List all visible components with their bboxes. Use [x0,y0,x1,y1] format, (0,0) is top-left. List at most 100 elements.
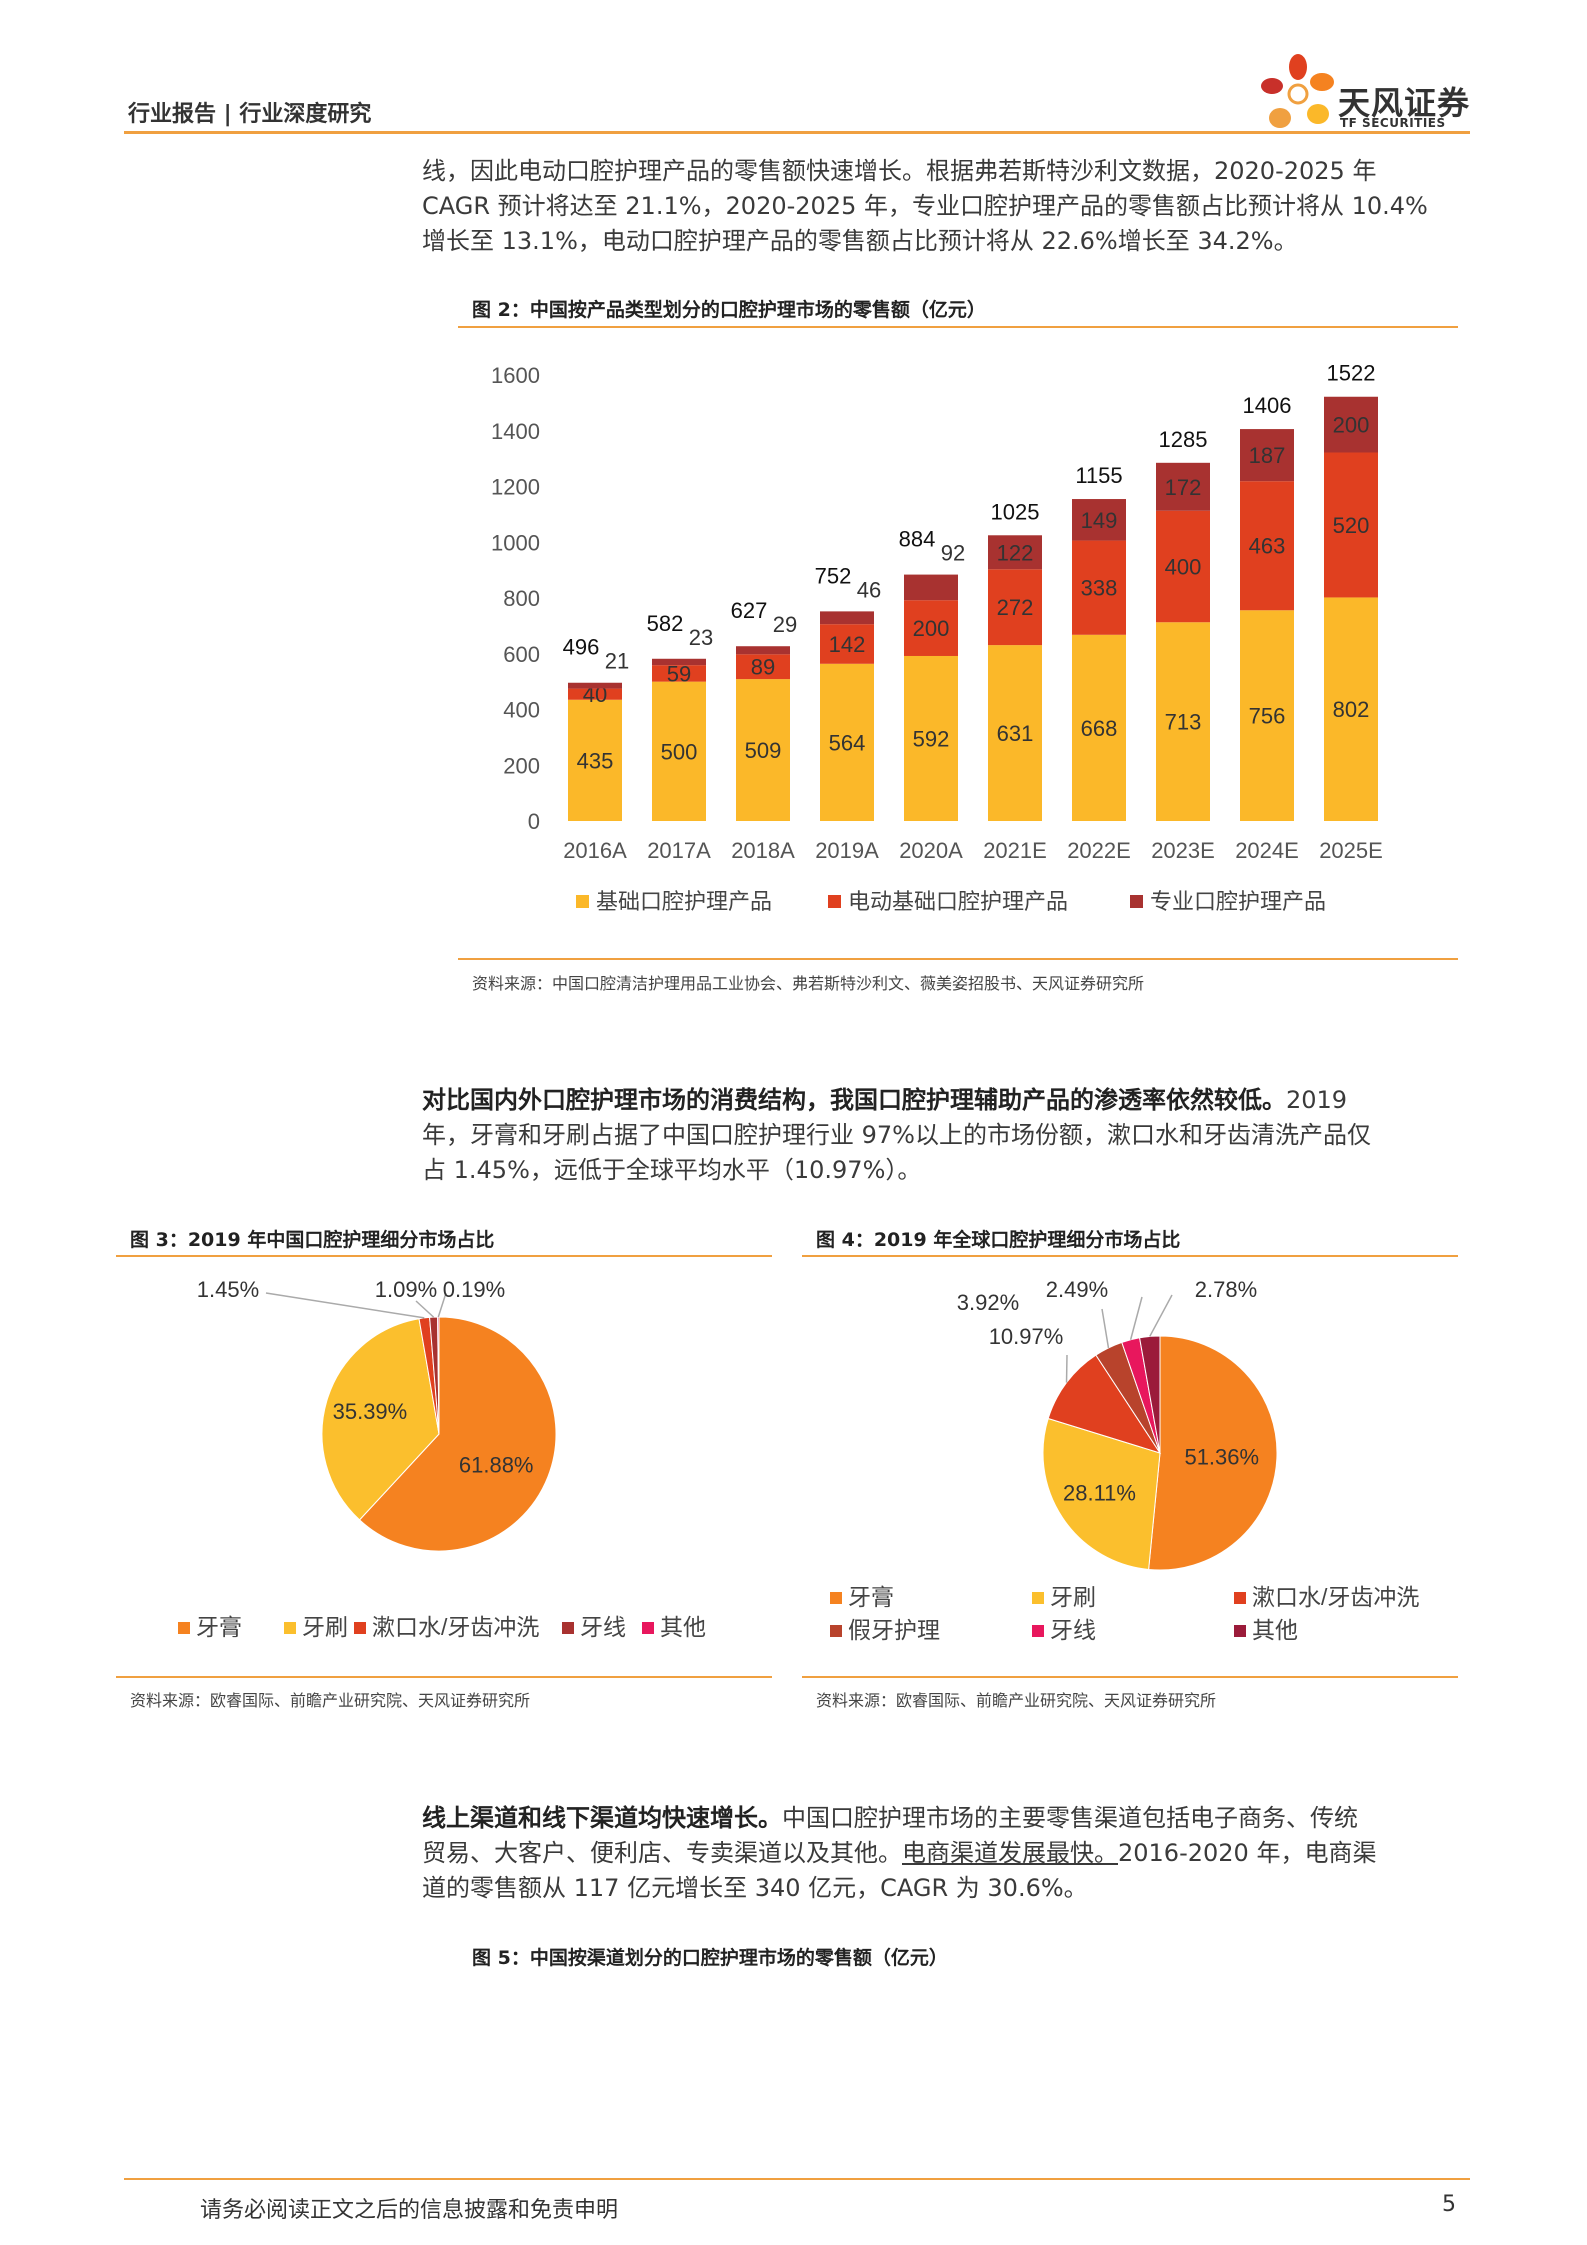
total-label: 1155 [1075,463,1122,488]
data-label: 631 [997,721,1034,746]
x-tick-label: 2023E [1151,838,1215,863]
paragraph-2-line-2: 年，牙膏和牙刷占据了中国口腔护理行业 97%以上的市场份额，漱口水和牙齿清洗产品… [422,1121,1371,1149]
leader-line [265,1292,425,1319]
legend-swatch [562,1622,574,1634]
bar-segment [1156,510,1210,623]
data-label: 23 [689,625,713,650]
figure-4-title: 图 4：2019 年全球口腔护理细分市场占比 [816,1229,1181,1251]
paragraph-3-line-2-b: 2016-2020 年，电商渠 [1118,1839,1377,1867]
data-label: 21 [605,649,629,674]
bar-segment [904,600,958,656]
bar-segment [568,688,622,700]
x-tick-label: 2016A [563,838,627,863]
legend-swatch [642,1622,654,1634]
total-label: 1025 [991,499,1040,524]
legend-entry: 专业口腔护理产品 [1150,889,1326,914]
leader-line [415,1300,435,1318]
figure-3-title: 图 3：2019 年中国口腔护理细分市场占比 [130,1229,495,1251]
data-label: 46 [857,577,881,602]
legend-entry: 牙线 [1050,1617,1096,1643]
leader-line [437,1292,447,1318]
data-label: 520 [1333,513,1370,538]
bar-segment [652,681,706,821]
bar-segment [652,658,706,666]
pie-slice [1148,1335,1278,1571]
pie-value-label: 28.11% [1063,1481,1136,1506]
bar-segment [1156,622,1210,821]
header-title: 行业报告 | 行业深度研究 [128,102,372,127]
legend-entry: 牙刷 [1050,1584,1096,1610]
bar-segment [1240,610,1294,821]
leader-line [1129,1296,1143,1340]
bar-segment [1240,481,1294,611]
figure-4-source: 资料来源：欧睿国际、前瞻产业研究院、天风证券研究所 [816,1691,1217,1710]
y-tick-label: 1400 [491,419,540,444]
total-label: 496 [563,635,600,660]
logo-text: 天风证券 [1338,84,1471,122]
total-label: 627 [731,598,768,623]
y-tick-label: 600 [503,642,540,667]
logo-subtitle: TF SECURITIES [1340,116,1446,130]
legend-entry: 漱口水/牙齿冲洗 [1252,1584,1419,1610]
y-tick-label: 400 [503,698,540,723]
total-label: 1522 [1327,361,1376,386]
legend-swatch [828,895,841,908]
y-tick-label: 1000 [491,530,540,555]
bar-segment [1324,452,1378,598]
bar-segment [1240,429,1294,482]
bar-segment [652,665,706,682]
header-rule [124,131,1470,134]
pie-value-label: 2.78% [1195,1277,1257,1302]
pie-value-label: 1.45% [197,1277,259,1302]
data-label: 172 [1165,475,1202,500]
bar-segment [820,611,874,625]
figure-2-bottom-rule [458,958,1458,960]
legend-entry: 假牙护理 [848,1617,940,1643]
data-label: 400 [1165,555,1202,580]
total-label: 884 [899,527,936,552]
pie-value-label: 10.97% [989,1324,1064,1349]
legend-entry: 牙膏 [848,1584,894,1610]
figure-3-top-rule [116,1255,772,1257]
data-label: 200 [1333,413,1370,438]
bar-segment [1324,396,1378,453]
bar-segment [1156,462,1210,511]
x-tick-label: 2017A [647,838,711,863]
legend-swatch [284,1622,296,1634]
bar-segment [1072,540,1126,635]
data-label: 592 [913,726,950,751]
y-tick-label: 1600 [491,363,540,388]
pie-slice [1047,1354,1162,1454]
legend-entry: 基础口腔护理产品 [596,889,772,914]
x-tick-label: 2018A [731,838,795,863]
paragraph-3: 线上渠道和线下渠道均快速增长。中国口腔护理市场的主要零售渠道包括电子商务、传统 … [422,1801,1472,1906]
data-label: 756 [1249,704,1286,729]
data-label: 29 [773,612,797,637]
pie-slice [358,1316,557,1552]
legend-swatch [1234,1592,1246,1604]
legend-swatch [354,1622,366,1634]
paragraph-2-bold: 对比国内外口腔护理市场的消费结构，我国口腔护理辅助产品的渗透率依然较低。 [422,1086,1286,1114]
pie-value-label: 51.36% [1184,1444,1259,1469]
paragraph-2-line-3: 占 1.45%，远低于全球平均水平（10.97%）。 [422,1156,922,1184]
footer-rule [124,2178,1470,2180]
x-tick-label: 2025E [1319,838,1383,863]
total-label: 1285 [1159,427,1208,452]
data-label: 668 [1081,716,1118,741]
paragraph-1-line-3: 增长至 13.1%，电动口腔护理产品的零售额占比预计将从 22.6%增长至 34… [422,227,1298,255]
paragraph-3-line-2-a: 贸易、大客户、便利店、专卖渠道以及其他。 [422,1839,902,1867]
legend-swatch [576,895,589,908]
pie-value-label: 0.19% [443,1277,505,1302]
global-pie-chart: 51.36% 28.11% 10.97% 3.92% 2.49% 2.78% 牙膏 牙刷 漱口水… [830,1277,1419,1643]
legend-entry: 牙膏 [196,1614,242,1640]
bar-segment [904,574,958,601]
tf-logo-icon [1261,54,1334,128]
legend-swatch [830,1625,842,1637]
x-tick-label: 2021E [983,838,1047,863]
data-label: 149 [1081,508,1118,533]
bar-segment [736,654,790,680]
y-tick-label: 1200 [491,475,540,500]
paragraph-2-line-1-rest: 2019 [1286,1086,1348,1114]
figure-2-title: 图 2：中国按产品类型划分的口腔护理市场的零售额（亿元） [472,299,986,321]
y-tick-label: 200 [503,753,540,778]
